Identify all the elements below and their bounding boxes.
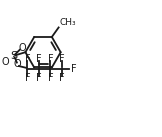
Text: F: F <box>48 73 53 83</box>
Text: F: F <box>71 64 77 73</box>
Text: CH₃: CH₃ <box>59 18 76 27</box>
Text: O: O <box>18 43 26 53</box>
Text: F: F <box>36 73 42 83</box>
Text: O: O <box>13 59 21 69</box>
Text: S: S <box>10 51 17 61</box>
Text: F: F <box>59 54 65 64</box>
Text: F: F <box>25 73 30 83</box>
Text: F: F <box>48 54 53 64</box>
Text: F: F <box>59 73 65 83</box>
Text: F: F <box>36 54 42 64</box>
Text: O: O <box>2 57 10 67</box>
Text: F: F <box>25 54 30 64</box>
